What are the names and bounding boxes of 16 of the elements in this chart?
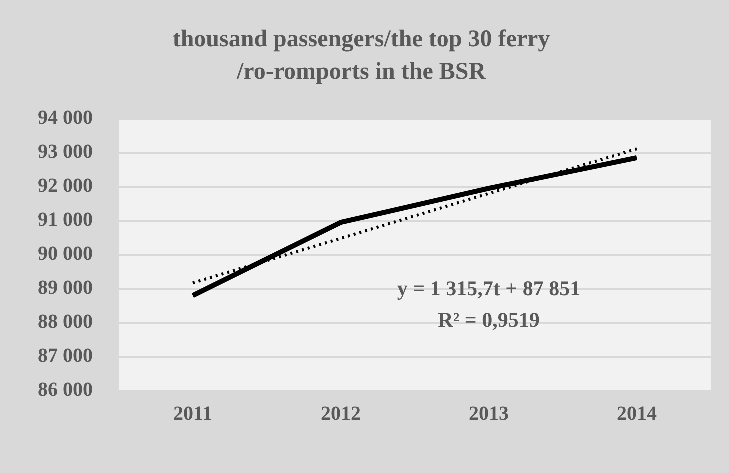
y-tick-label: 91 000 xyxy=(38,209,93,232)
y-tick-label: 92 000 xyxy=(38,175,93,198)
x-tick-label: 2014 xyxy=(617,403,657,426)
y-tick-label: 90 000 xyxy=(38,243,93,266)
chart-title: thousand passengers/the top 30 ferry /ro-romports in the BSR xyxy=(172,26,550,85)
y-tick-label: 93 000 xyxy=(38,140,93,163)
x-tick-label: 2011 xyxy=(174,403,212,426)
x-tick-label: 2012 xyxy=(321,403,361,426)
annotation: y = 1 315,7t + 87 851 xyxy=(397,276,581,301)
x-tick-label: 2013 xyxy=(469,403,509,426)
annotation: R² = 0,9519 xyxy=(438,308,540,332)
y-tick-label: 89 000 xyxy=(38,277,93,300)
y-tick-label: 88 000 xyxy=(38,311,93,334)
y-tick-label: 87 000 xyxy=(38,345,93,368)
y-tick-label: 94 000 xyxy=(38,106,93,129)
y-tick-label: 86 000 xyxy=(38,379,93,402)
